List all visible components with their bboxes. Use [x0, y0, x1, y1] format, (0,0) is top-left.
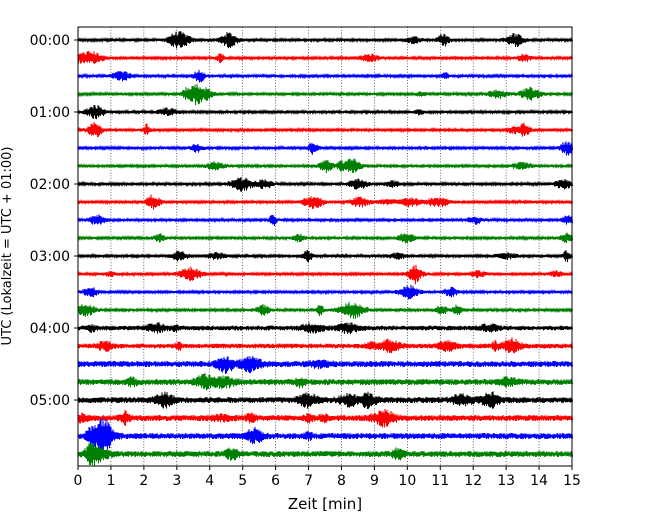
seismic-trace: [77, 284, 573, 300]
x-tick-label: 13: [497, 473, 515, 489]
seismic-trace: [77, 264, 573, 285]
x-tick-label: 7: [304, 473, 313, 489]
x-tick-label: 5: [238, 473, 247, 489]
seismic-trace: [77, 442, 573, 466]
seismic-trace: [77, 83, 573, 106]
x-tick-label: 14: [530, 473, 548, 489]
seismic-trace: [77, 373, 573, 391]
seismic-trace: [77, 418, 573, 452]
x-tick-label: 11: [431, 473, 449, 489]
seismic-trace: [77, 176, 573, 192]
seismic-trace: [77, 105, 573, 120]
seismic-trace: [77, 31, 573, 49]
seismic-trace: [77, 141, 573, 156]
seismic-trace: [77, 301, 573, 319]
plot-frame: [77, 26, 573, 467]
x-axis-label: Zeit [min]: [288, 495, 362, 513]
x-tick-label: 8: [337, 473, 346, 489]
x-tick-label: 2: [139, 473, 148, 489]
seismic-trace: [77, 408, 573, 428]
x-tick-label: 12: [464, 473, 482, 489]
seismic-trace: [77, 249, 573, 263]
plot-background: [78, 27, 572, 466]
x-tick-label: 9: [370, 473, 379, 489]
x-tick-label: 15: [563, 473, 581, 489]
seismic-trace: [77, 355, 573, 374]
y-tick-label: 01:00: [30, 105, 70, 121]
x-tick-label: 4: [205, 473, 214, 489]
traces: [77, 31, 573, 466]
seismic-trace: [77, 214, 573, 227]
x-tick-label: 6: [271, 473, 280, 489]
y-tick-label: 02:00: [30, 177, 70, 193]
seismic-trace: [77, 322, 573, 335]
y-axis-label: UTC (Lokalzeit = UTC + 01:00): [0, 147, 15, 346]
y-tick-label: 04:00: [30, 321, 70, 337]
x-tick-label: 10: [398, 473, 416, 489]
seismic-trace: [77, 194, 573, 210]
seismic-trace: [77, 69, 573, 83]
seismic-trace: [77, 232, 573, 244]
seismic-trace: [77, 337, 573, 354]
x-tick-label: 0: [74, 473, 83, 489]
x-tick-label: 3: [172, 473, 181, 489]
y-axis: 00:00 01:00 02:00 03:00 04:00 05:00: [30, 33, 78, 409]
seismic-trace: [77, 158, 573, 174]
x-tick-label: 1: [106, 473, 115, 489]
y-tick-label: 00:00: [30, 33, 70, 49]
seismic-trace: [77, 51, 573, 64]
seismic-trace: [77, 122, 573, 138]
x-axis: 0 1 2 3 4 5 6 7 8 9 10 11 12 13 14 15: [74, 466, 581, 489]
y-tick-label: 05:00: [30, 393, 70, 409]
x-gridlines: [110, 27, 540, 466]
y-tick-label: 03:00: [30, 249, 70, 265]
seismic-trace: [77, 391, 573, 409]
